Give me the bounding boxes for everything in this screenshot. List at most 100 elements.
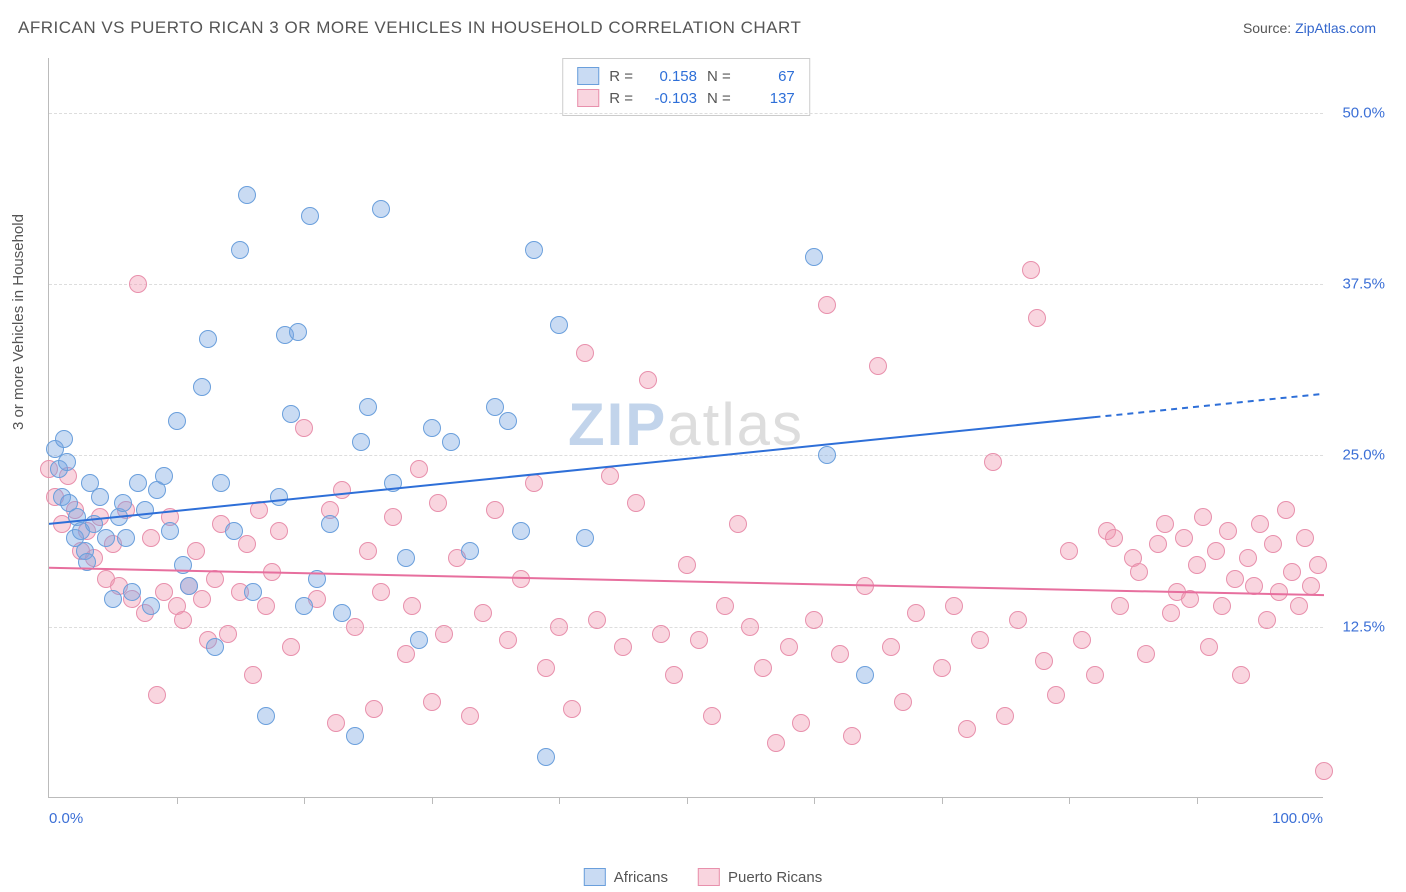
scatter-point-puerto_ricans <box>499 631 517 649</box>
scatter-point-africans <box>129 474 147 492</box>
scatter-point-africans <box>97 529 115 547</box>
scatter-point-puerto_ricans <box>1245 577 1263 595</box>
scatter-point-puerto_ricans <box>831 645 849 663</box>
scatter-point-africans <box>78 553 96 571</box>
scatter-point-africans <box>257 707 275 725</box>
stat-N-africans: 67 <box>741 68 795 85</box>
scatter-point-africans <box>525 241 543 259</box>
scatter-point-puerto_ricans <box>263 563 281 581</box>
scatter-point-africans <box>180 577 198 595</box>
scatter-point-puerto_ricans <box>486 501 504 519</box>
x-tick <box>814 797 815 804</box>
scatter-point-puerto_ricans <box>1207 542 1225 560</box>
scatter-point-puerto_ricans <box>601 467 619 485</box>
legend-label-puerto-ricans: Puerto Ricans <box>728 869 822 886</box>
trendline-africans <box>49 417 1095 524</box>
scatter-point-africans <box>576 529 594 547</box>
scatter-point-puerto_ricans <box>435 625 453 643</box>
x-tick <box>304 797 305 804</box>
scatter-point-africans <box>91 488 109 506</box>
scatter-point-puerto_ricans <box>754 659 772 677</box>
gridline <box>49 113 1323 114</box>
scatter-point-africans <box>359 398 377 416</box>
scatter-point-africans <box>512 522 530 540</box>
scatter-point-puerto_ricans <box>882 638 900 656</box>
x-tick-label: 0.0% <box>49 810 83 827</box>
scatter-point-puerto_ricans <box>1156 515 1174 533</box>
scatter-point-puerto_ricans <box>767 734 785 752</box>
stat-N-puerto-ricans: 137 <box>741 90 795 107</box>
scatter-point-puerto_ricans <box>429 494 447 512</box>
scatter-point-puerto_ricans <box>174 611 192 629</box>
scatter-point-africans <box>206 638 224 656</box>
scatter-point-africans <box>55 430 73 448</box>
scatter-point-africans <box>410 631 428 649</box>
scatter-point-puerto_ricans <box>996 707 1014 725</box>
scatter-point-africans <box>225 522 243 540</box>
scatter-point-africans <box>805 248 823 266</box>
scatter-point-puerto_ricans <box>333 481 351 499</box>
scatter-point-puerto_ricans <box>729 515 747 533</box>
scatter-point-puerto_ricans <box>550 618 568 636</box>
scatter-point-africans <box>142 597 160 615</box>
legend-swatch-africans <box>584 868 606 886</box>
scatter-point-puerto_ricans <box>780 638 798 656</box>
scatter-point-africans <box>161 522 179 540</box>
scatter-point-puerto_ricans <box>958 720 976 738</box>
scatter-point-puerto_ricans <box>295 419 313 437</box>
scatter-point-puerto_ricans <box>257 597 275 615</box>
scatter-point-puerto_ricans <box>238 535 256 553</box>
scatter-point-puerto_ricans <box>971 631 989 649</box>
x-tick <box>1197 797 1198 804</box>
scatter-point-puerto_ricans <box>1277 501 1295 519</box>
stat-label-N: N = <box>707 90 731 107</box>
legend-item-puerto-ricans: Puerto Ricans <box>698 868 822 886</box>
scatter-point-puerto_ricans <box>1264 535 1282 553</box>
stat-R-africans: 0.158 <box>643 68 697 85</box>
scatter-point-africans <box>308 570 326 588</box>
source-attribution: Source: ZipAtlas.com <box>1243 20 1376 36</box>
scatter-point-africans <box>231 241 249 259</box>
scatter-point-africans <box>301 207 319 225</box>
scatter-point-puerto_ricans <box>1028 309 1046 327</box>
scatter-point-puerto_ricans <box>588 611 606 629</box>
scatter-point-puerto_ricans <box>805 611 823 629</box>
scatter-point-africans <box>295 597 313 615</box>
y-tick-label: 12.5% <box>1342 618 1385 635</box>
scatter-point-puerto_ricans <box>665 666 683 684</box>
y-tick-label: 25.0% <box>1342 447 1385 464</box>
scatter-point-puerto_ricans <box>1283 563 1301 581</box>
scatter-point-puerto_ricans <box>792 714 810 732</box>
scatter-point-africans <box>550 316 568 334</box>
scatter-point-puerto_ricans <box>1073 631 1091 649</box>
scatter-point-puerto_ricans <box>945 597 963 615</box>
scatter-point-africans <box>384 474 402 492</box>
scatter-point-puerto_ricans <box>244 666 262 684</box>
scatter-point-puerto_ricans <box>1105 529 1123 547</box>
scatter-point-puerto_ricans <box>461 707 479 725</box>
scatter-point-africans <box>856 666 874 684</box>
gridline <box>49 455 1323 456</box>
scatter-point-puerto_ricans <box>1309 556 1327 574</box>
scatter-point-africans <box>123 583 141 601</box>
scatter-point-africans <box>238 186 256 204</box>
scatter-point-africans <box>58 453 76 471</box>
source-link[interactable]: ZipAtlas.com <box>1295 20 1376 36</box>
scatter-point-africans <box>212 474 230 492</box>
legend-swatch-puerto-ricans <box>698 868 720 886</box>
scatter-point-puerto_ricans <box>741 618 759 636</box>
scatter-point-puerto_ricans <box>1130 563 1148 581</box>
scatter-point-puerto_ricans <box>129 275 147 293</box>
scatter-point-puerto_ricans <box>1258 611 1276 629</box>
y-axis-title: 3 or more Vehicles in Household <box>10 214 27 430</box>
x-tick <box>559 797 560 804</box>
scatter-point-puerto_ricans <box>1022 261 1040 279</box>
scatter-point-puerto_ricans <box>1162 604 1180 622</box>
scatter-point-africans <box>499 412 517 430</box>
scatter-point-puerto_ricans <box>894 693 912 711</box>
scatter-point-puerto_ricans <box>1200 638 1218 656</box>
scatter-point-puerto_ricans <box>327 714 345 732</box>
scatter-point-africans <box>282 405 300 423</box>
scatter-point-africans <box>199 330 217 348</box>
scatter-point-puerto_ricans <box>474 604 492 622</box>
